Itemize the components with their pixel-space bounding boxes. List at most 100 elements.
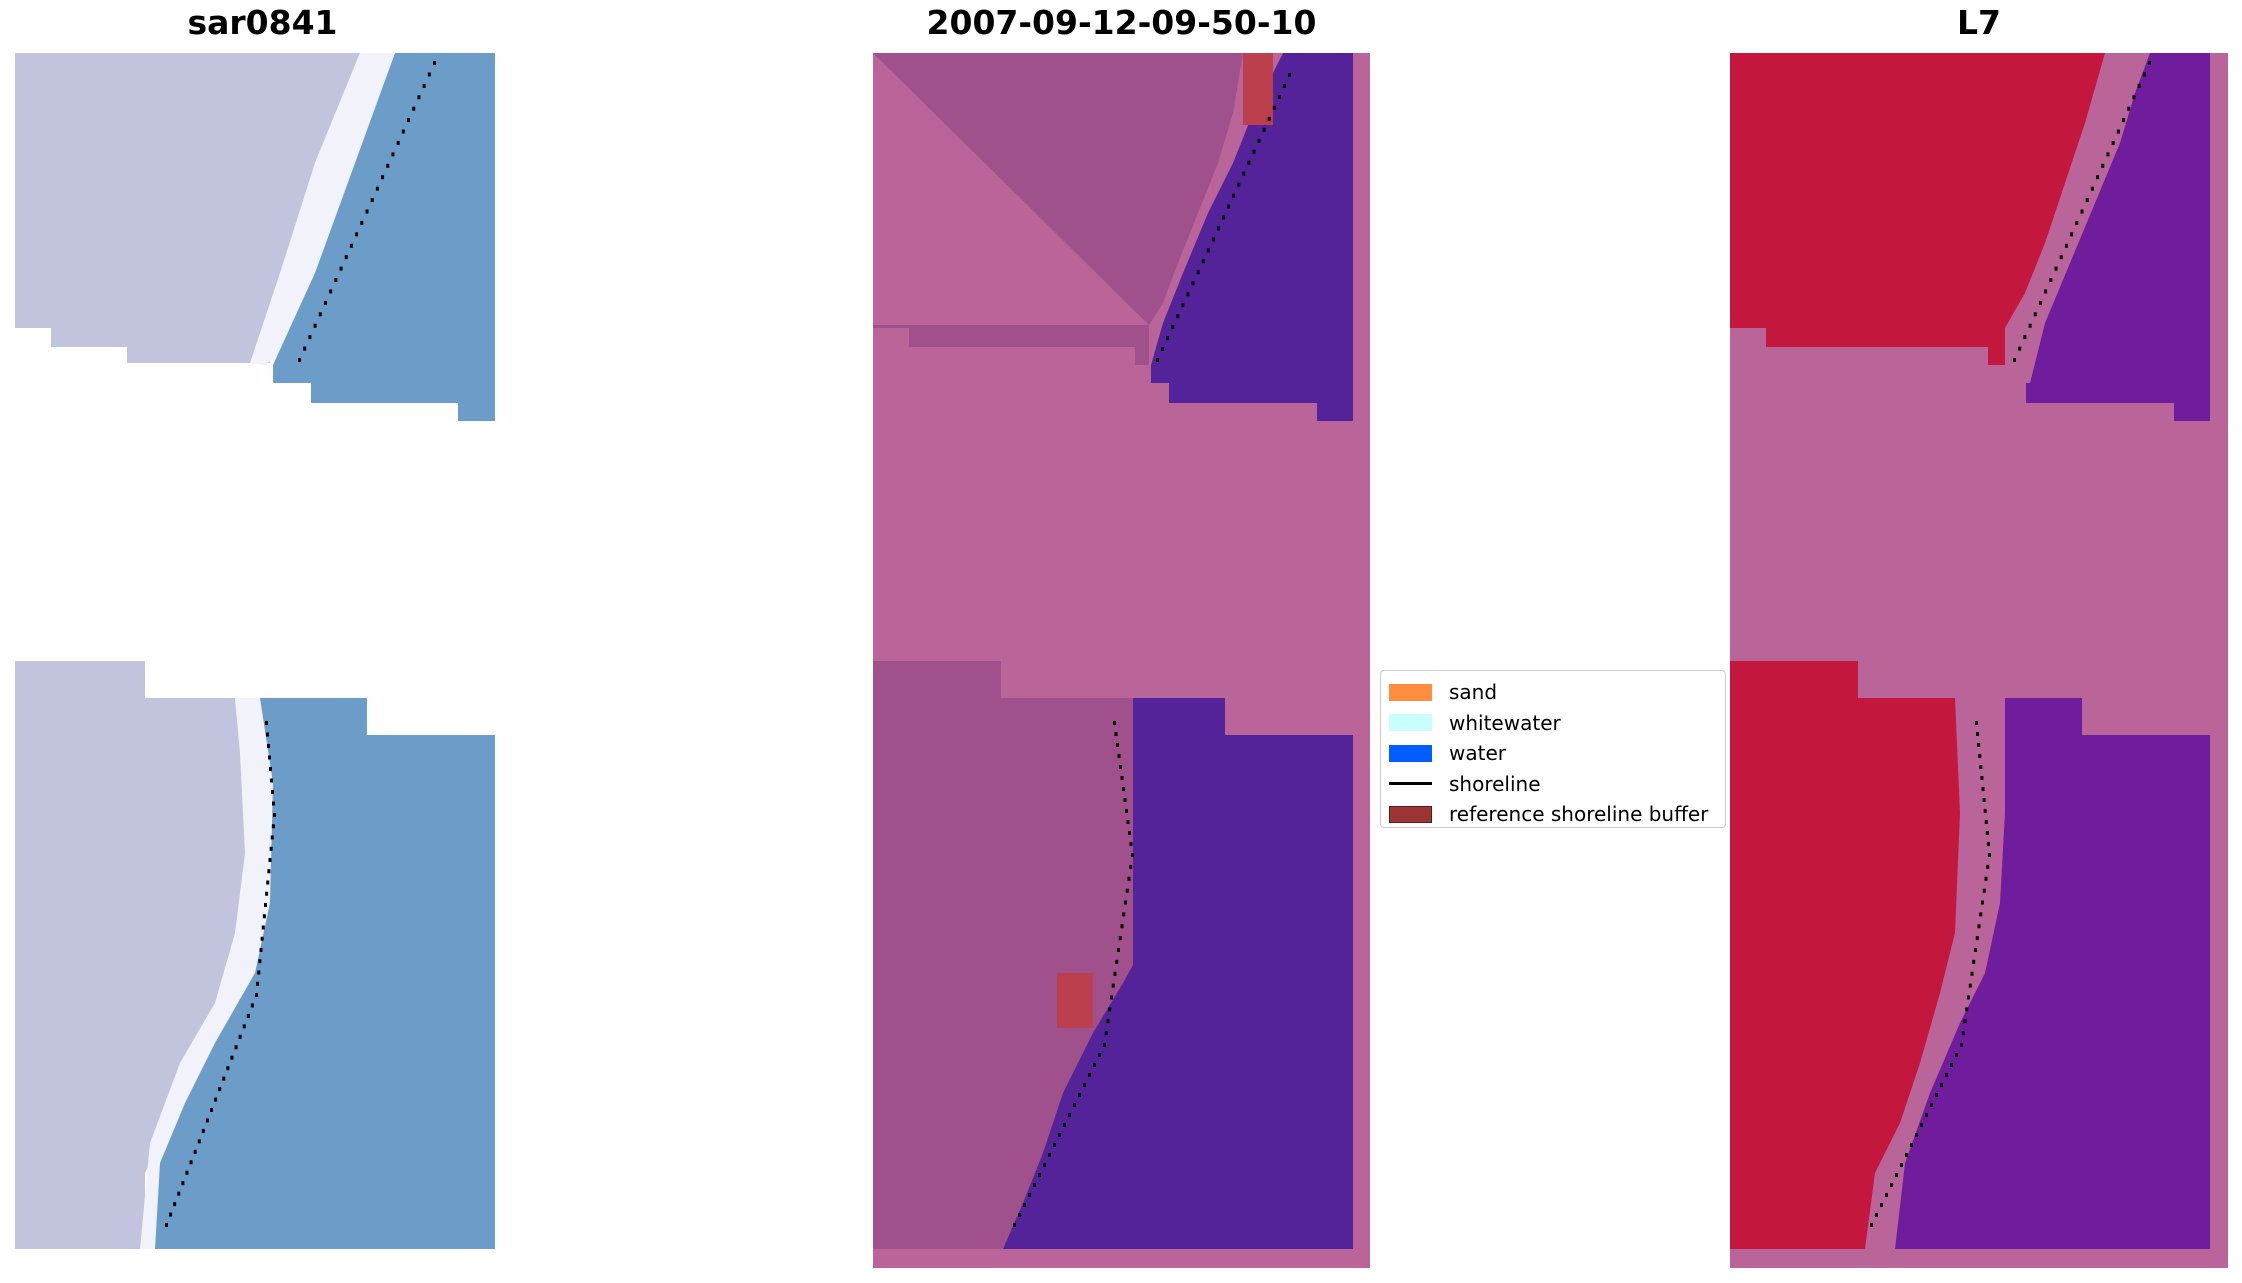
shoreline-point bbox=[355, 232, 359, 237]
shoreline-point bbox=[1985, 831, 1989, 835]
shoreline-point bbox=[1110, 995, 1113, 1000]
sar-shoreline-points bbox=[165, 61, 436, 1227]
shoreline-point bbox=[1984, 820, 1988, 824]
legend-label-shoreline: shoreline bbox=[1449, 771, 1541, 796]
shoreline-point bbox=[1104, 1031, 1108, 1036]
legend-item-shoreline: shoreline bbox=[1389, 769, 1717, 800]
shoreline-point bbox=[2033, 312, 2037, 317]
shoreline-point bbox=[1984, 876, 1988, 881]
shoreline-point bbox=[1288, 73, 1291, 77]
shoreline-point bbox=[1979, 765, 1983, 769]
shoreline-point bbox=[391, 152, 395, 157]
shoreline-point bbox=[1038, 1173, 1041, 1177]
shoreline-point bbox=[2049, 278, 2053, 283]
shoreline-point bbox=[1048, 1153, 1051, 1157]
shoreline-point bbox=[269, 846, 273, 851]
shoreline-point bbox=[1920, 1123, 1923, 1127]
classification-top-land bbox=[873, 53, 1243, 365]
shoreline-point bbox=[2096, 175, 2100, 180]
shoreline-point bbox=[1119, 765, 1122, 769]
sar-top-land bbox=[15, 53, 360, 363]
shoreline-point bbox=[1181, 303, 1185, 308]
shoreline-point bbox=[256, 981, 260, 986]
shoreline-point bbox=[1171, 325, 1175, 330]
shoreline-point bbox=[1988, 853, 1991, 857]
shoreline-point bbox=[1117, 948, 1120, 952]
shoreline-point bbox=[1975, 721, 1978, 725]
shoreline-point bbox=[1895, 1173, 1898, 1177]
shoreline-point bbox=[1018, 1213, 1021, 1217]
shoreline-point bbox=[193, 1149, 197, 1154]
shoreline-point bbox=[375, 186, 379, 191]
shoreline-point bbox=[1122, 787, 1125, 791]
sar-image-panel bbox=[15, 53, 495, 1249]
shoreline-point bbox=[1262, 127, 1266, 132]
shoreline-point bbox=[1196, 270, 1200, 275]
shoreline-point bbox=[1120, 776, 1124, 780]
shoreline-point bbox=[1122, 912, 1126, 917]
shoreline-point bbox=[1098, 1053, 1101, 1057]
shoreline-point bbox=[1103, 1043, 1106, 1047]
shoreline-point bbox=[1118, 936, 1122, 941]
shoreline-point bbox=[1113, 971, 1117, 976]
shoreline-point bbox=[226, 1066, 230, 1071]
index-bottom-land bbox=[1730, 661, 1960, 1249]
shoreline-point bbox=[1043, 1163, 1046, 1167]
shoreline-point bbox=[246, 1013, 250, 1018]
shoreline-point bbox=[1981, 900, 1984, 905]
shoreline-point bbox=[1981, 787, 1985, 791]
shoreline-point bbox=[2090, 186, 2094, 191]
shoreline-point bbox=[1108, 1007, 1112, 1012]
legend-line-shoreline bbox=[1389, 782, 1432, 786]
shoreline-point bbox=[1120, 924, 1124, 929]
shoreline-point bbox=[2142, 72, 2146, 77]
shoreline-point bbox=[1106, 1019, 1110, 1024]
shoreline-point bbox=[268, 755, 271, 760]
shoreline-point bbox=[185, 1170, 189, 1175]
shoreline-point bbox=[173, 1202, 177, 1207]
shoreline-point bbox=[1028, 1193, 1031, 1197]
shoreline-point bbox=[1161, 347, 1165, 352]
legend-label-water: water bbox=[1449, 741, 1506, 766]
classification-top-buffer bbox=[1243, 53, 1273, 125]
classification-image-panel bbox=[873, 53, 1370, 1268]
shoreline-point bbox=[265, 721, 268, 725]
shoreline-point bbox=[2013, 358, 2016, 362]
shoreline-point bbox=[273, 813, 276, 817]
shoreline-point bbox=[386, 163, 390, 168]
shoreline-point bbox=[197, 1139, 201, 1144]
shoreline-point bbox=[1968, 983, 1972, 988]
shoreline-point bbox=[412, 106, 416, 111]
shoreline-point bbox=[1242, 171, 1246, 176]
shoreline-point bbox=[1282, 83, 1286, 88]
shoreline-point bbox=[1114, 732, 1118, 736]
shoreline-point bbox=[1033, 1183, 1036, 1187]
shoreline-point bbox=[396, 140, 400, 145]
shoreline-point bbox=[1982, 888, 1986, 893]
shoreline-point bbox=[2132, 95, 2136, 100]
shoreline-point bbox=[1880, 1203, 1883, 1207]
shoreline-point bbox=[2116, 129, 2120, 134]
shoreline-point bbox=[1925, 1113, 1928, 1117]
shoreline-point bbox=[2054, 266, 2058, 271]
shoreline-point bbox=[1875, 1213, 1878, 1217]
panel-title-classification: 2007-09-12-09-50-10 bbox=[926, 3, 1317, 42]
shoreline-point bbox=[2127, 106, 2131, 111]
sar-top-water bbox=[273, 53, 495, 421]
sar-bottom-land bbox=[15, 661, 273, 1249]
shoreline-point bbox=[1023, 1203, 1026, 1207]
shoreline-point bbox=[2122, 118, 2126, 123]
shoreline-point bbox=[177, 1191, 181, 1196]
shoreline-point bbox=[1117, 754, 1121, 758]
shoreline-point bbox=[1113, 721, 1116, 725]
shoreline-point bbox=[267, 869, 271, 874]
shoreline-point bbox=[344, 255, 348, 260]
shoreline-point bbox=[417, 95, 421, 100]
shoreline-point bbox=[1980, 776, 1984, 780]
shoreline-point bbox=[1977, 924, 1981, 929]
shoreline-point bbox=[259, 948, 263, 952]
shoreline-point bbox=[1247, 160, 1251, 165]
shoreline-point bbox=[230, 1055, 234, 1060]
shoreline-point bbox=[1058, 1133, 1061, 1137]
shoreline-point bbox=[1915, 1133, 1918, 1137]
